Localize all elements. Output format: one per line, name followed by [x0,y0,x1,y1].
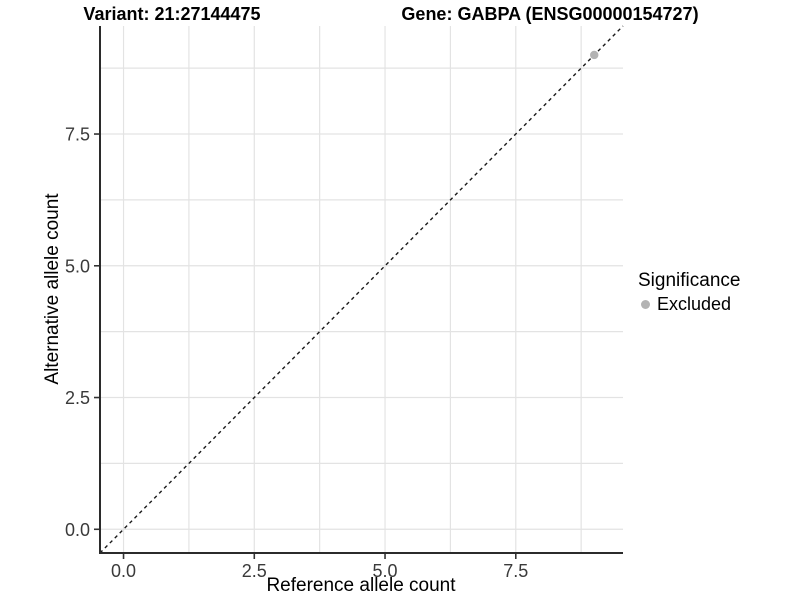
y-tick-label: 2.5 [65,388,90,408]
legend-item-excluded: Excluded [638,294,740,314]
legend: Significance Excluded [638,270,740,314]
x-tick-label: 0.0 [111,561,136,581]
x-axis-title: Reference allele count [266,575,456,596]
plot-title-gene: Gene: GABPA (ENSG00000154727) [401,4,699,24]
data-point-excluded [590,50,599,60]
x-tick-label: 5.0 [373,561,398,581]
y-tick-label: 7.5 [65,125,90,145]
y-tick-label: 5.0 [65,256,90,276]
y-axis-title: Alternative allele count [42,193,63,385]
legend-item-label: Excluded [657,294,732,314]
identity-dashed-line [99,25,624,554]
legend-title: Significance [638,270,741,291]
x-tick-label: 7.5 [503,561,528,581]
y-tick-label: 0.0 [65,520,90,540]
plot-title-variant: Variant: 21:27144475 [83,4,261,24]
legend-key-dot-icon [641,299,650,309]
x-tick-label: 2.5 [242,561,267,581]
